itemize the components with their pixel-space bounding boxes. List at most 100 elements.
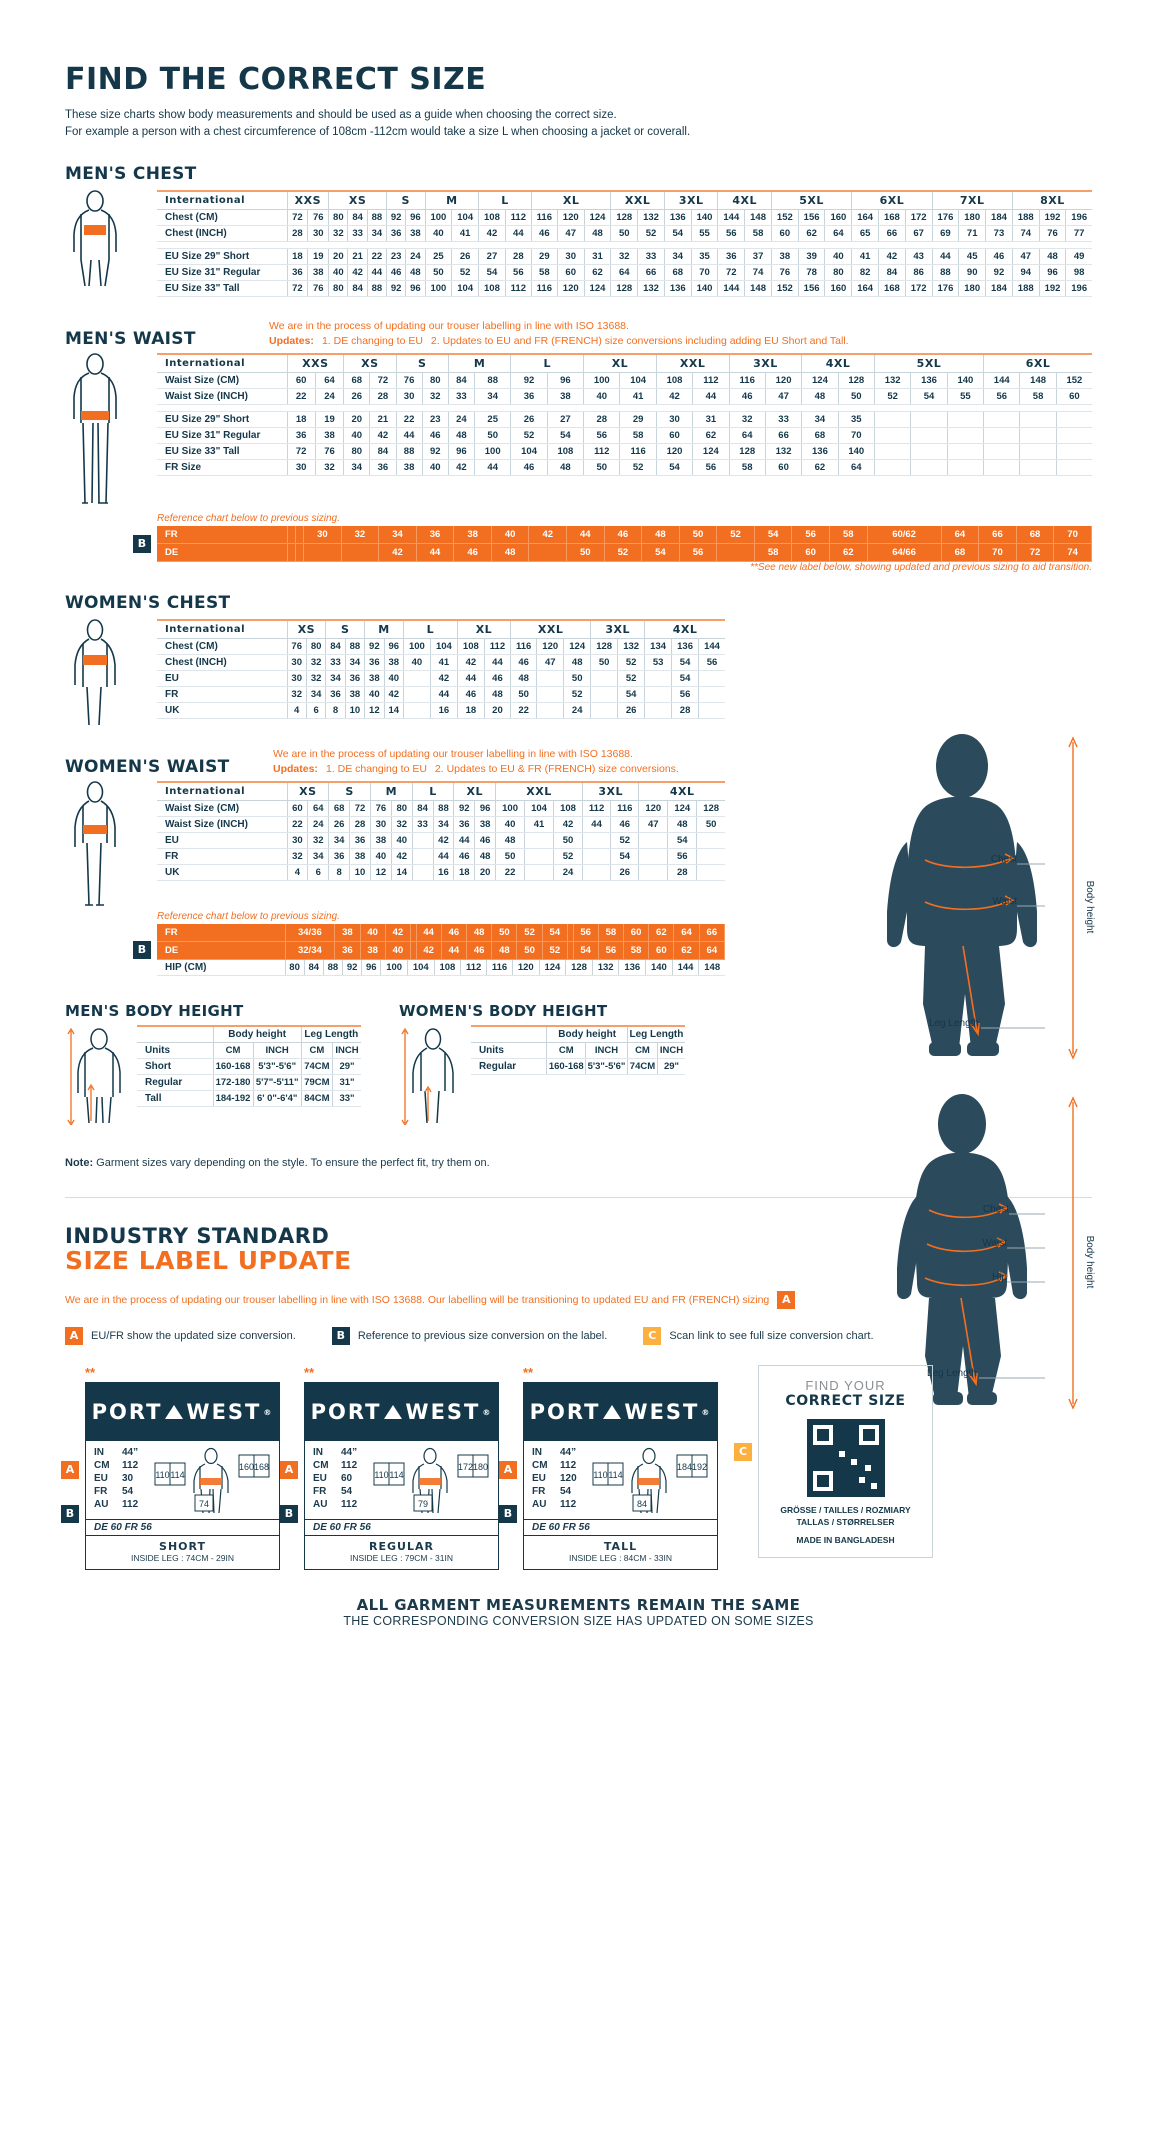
- cell: 50: [566, 543, 605, 562]
- size-row: IN 44”: [532, 1447, 591, 1460]
- page-title: FIND THE CORRECT SIZE: [65, 62, 487, 97]
- cell: 31: [584, 247, 612, 265]
- asterisk-marker: **: [85, 1365, 96, 1381]
- cell: 40: [425, 225, 453, 242]
- mens-height-block: MEN'S BODY HEIGHT: [65, 1002, 361, 1126]
- cell: 50: [583, 458, 621, 476]
- svg-text:114: 114: [389, 1470, 403, 1480]
- cell: [412, 848, 434, 866]
- label-body-height: Body height: [1084, 1236, 1095, 1289]
- cell: 56: [679, 543, 718, 562]
- cell: 92: [364, 638, 385, 655]
- cell: 80: [328, 279, 349, 297]
- cell: 39: [798, 247, 826, 265]
- cell: 54: [671, 654, 700, 671]
- womens-hip-table: HIP (CM) 80 84 88 92 96 100 104 108 112 116 120 124 1…: [157, 960, 725, 977]
- cell: 44: [484, 654, 512, 671]
- blank-cell: [137, 1026, 214, 1044]
- cell: 50: [696, 816, 725, 834]
- size-col-header: 3XL: [664, 190, 719, 210]
- cell: 41: [619, 388, 657, 405]
- cell: 124: [563, 638, 592, 655]
- cell: 32: [315, 458, 345, 476]
- cell: 144: [698, 638, 725, 655]
- intro-text: These size charts show body measurements…: [65, 107, 1092, 142]
- cell: 18: [457, 702, 485, 719]
- cell: [1056, 442, 1092, 460]
- cell: 24: [405, 247, 426, 265]
- blank-cell: [470, 1026, 548, 1044]
- womens-waist-table: International XS S M L XL XXL 3XL 4XL Waist Siz…: [157, 781, 725, 882]
- cell: 108: [553, 800, 583, 818]
- label-waist: Waist: [982, 1238, 1007, 1249]
- row-label: UK: [157, 864, 288, 882]
- cell: 30: [396, 388, 423, 405]
- cell: 29": [332, 1058, 361, 1076]
- cell: 38: [334, 924, 361, 943]
- cell: 48: [1039, 247, 1067, 265]
- cell: 112: [505, 209, 532, 226]
- cell: 46: [422, 426, 449, 444]
- svg-text:192: 192: [692, 1462, 707, 1472]
- cell: 120: [638, 800, 669, 818]
- cell: 46: [729, 388, 766, 405]
- cell: 44: [932, 247, 960, 265]
- cell: 70: [1053, 525, 1092, 544]
- cell: 30: [287, 458, 316, 476]
- cell: 84: [369, 442, 397, 460]
- cell: 50: [495, 848, 526, 866]
- cell: 88: [367, 209, 388, 226]
- cell: 132: [765, 442, 803, 460]
- mens-waist-figure: [65, 353, 157, 513]
- cell: 86: [905, 263, 933, 281]
- cell: 56: [505, 263, 532, 281]
- cell: 188: [1012, 279, 1040, 297]
- cell: 134: [644, 638, 673, 655]
- badge-b-womens: B: [133, 941, 151, 960]
- qr-code-icon[interactable]: [806, 1419, 885, 1498]
- height-group-header: Body height Leg Length: [470, 1026, 685, 1044]
- table-row: EU Size 33" Tall 72 76 80 84 88 92 96 100 104 108 1…: [157, 279, 1092, 297]
- cell: 50: [679, 525, 718, 544]
- cell: 47: [536, 654, 565, 671]
- mens-chest-table-wrap: International XXS XS S M L XL XXL 3XL 4XL 5XL 6XL 7…: [157, 189, 1092, 297]
- cell: 76: [370, 800, 392, 818]
- cell: 40: [391, 832, 413, 850]
- cell: 54: [547, 426, 585, 444]
- cell: 100: [583, 372, 621, 389]
- update-line-1: We are in the process of updating our tr…: [269, 319, 629, 332]
- cell: 50: [590, 654, 619, 671]
- cell: 42: [378, 543, 417, 562]
- cell: 32: [391, 816, 413, 834]
- cell: 47: [1012, 247, 1040, 265]
- cell: [983, 410, 1021, 428]
- row-label: Tall: [137, 1090, 214, 1108]
- svg-text:160: 160: [239, 1462, 254, 1472]
- cell: 34: [328, 832, 351, 850]
- size-key: AU: [313, 1498, 328, 1510]
- size-col-header: 7XL: [932, 190, 1013, 210]
- cell: 128: [565, 960, 593, 977]
- row-label: Regular: [137, 1074, 214, 1092]
- cell: 18: [453, 864, 476, 882]
- size-key: AU: [94, 1498, 109, 1510]
- cell: 34: [345, 654, 366, 671]
- cell: 36: [717, 247, 746, 265]
- cell: 108: [656, 372, 694, 389]
- cell: 5'3"-5'6": [253, 1058, 302, 1076]
- svg-text:114: 114: [170, 1470, 184, 1480]
- cell: 68: [1016, 525, 1055, 544]
- cell: 176: [932, 279, 960, 297]
- cell: 62: [673, 941, 700, 961]
- cell: 36: [345, 670, 366, 687]
- size-row: AU 112: [532, 1499, 591, 1512]
- cell: 52: [619, 458, 657, 476]
- cell: 42: [391, 848, 413, 866]
- cell: 20: [474, 864, 497, 882]
- cell: 41: [524, 816, 555, 834]
- cell: [644, 686, 673, 703]
- cell: 36: [416, 525, 455, 544]
- cell: 34: [307, 848, 330, 866]
- cell: [698, 702, 725, 719]
- cell: 66: [878, 225, 906, 242]
